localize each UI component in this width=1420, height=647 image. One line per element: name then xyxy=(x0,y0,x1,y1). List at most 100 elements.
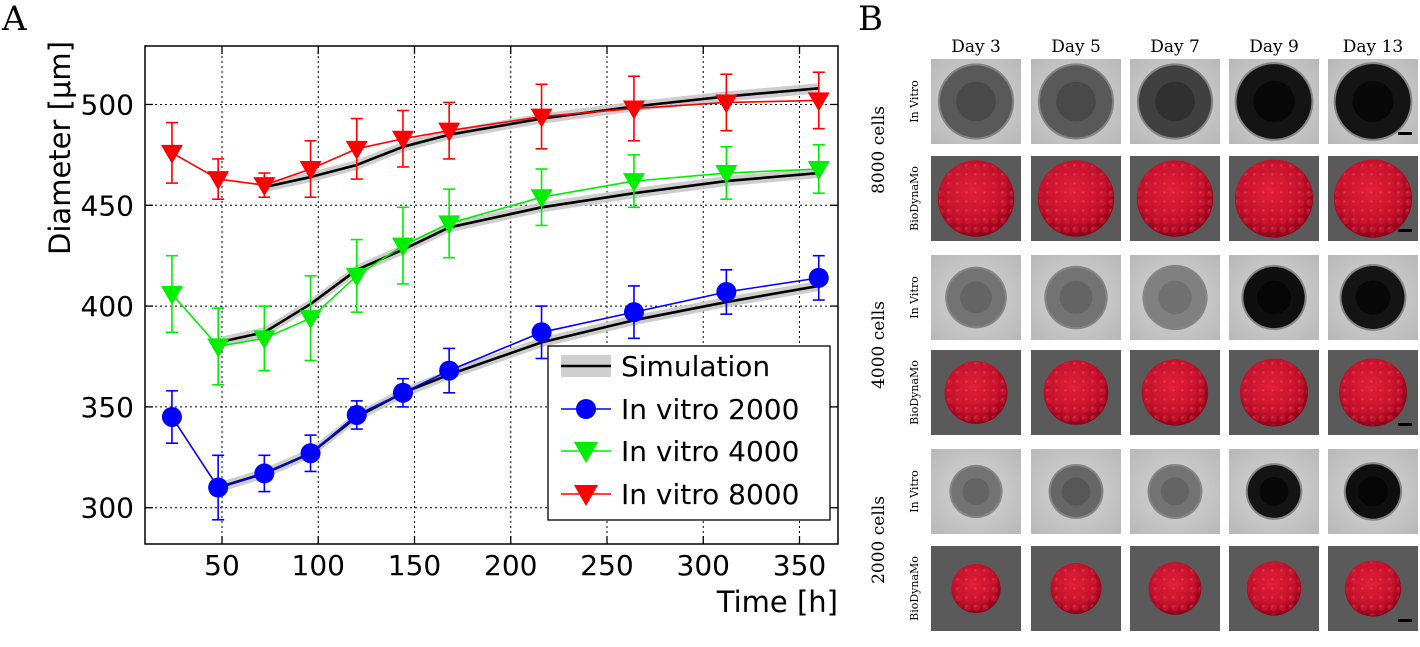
spheroid-core xyxy=(1358,476,1388,507)
data-point xyxy=(160,144,183,164)
cell-count-label: 8000 cells xyxy=(869,106,889,194)
legend: Simulation In vitro 2000 In vitro 4000 I… xyxy=(547,345,831,521)
simulation-image xyxy=(931,350,1021,435)
in-vitro-image xyxy=(931,449,1021,534)
data-point xyxy=(438,122,461,142)
panel-b-label: B xyxy=(858,0,883,39)
simulation-line xyxy=(217,171,819,344)
simulation-image xyxy=(1328,546,1418,631)
spheroid-core xyxy=(1352,80,1394,123)
data-point xyxy=(299,160,322,180)
in-vitro-image xyxy=(931,255,1021,340)
legend-8000-marker xyxy=(574,485,598,506)
y-axis-label: Diameter [μm] xyxy=(43,41,77,255)
in-vitro-image xyxy=(1229,59,1319,144)
spheroid-core xyxy=(1158,280,1192,315)
simulated-cells-texture xyxy=(1038,161,1114,236)
legend-label-4000: In vitro 4000 xyxy=(621,435,799,468)
spheroid-core xyxy=(956,81,996,122)
simulated-cells-texture xyxy=(1142,360,1208,425)
y-tick-label: 400 xyxy=(81,290,134,323)
data-point xyxy=(807,92,830,112)
simulated-cells-texture xyxy=(1044,361,1108,424)
data-point xyxy=(253,177,276,197)
legend-label-simulation: Simulation xyxy=(621,350,770,383)
in-vitro-image xyxy=(1031,255,1121,340)
data-point xyxy=(392,382,413,403)
x-tick-label: 100 xyxy=(292,549,345,582)
simulation-image xyxy=(931,156,1021,241)
spheroid-core xyxy=(1160,477,1190,506)
day-label: Day 7 xyxy=(1150,37,1200,57)
x-tick-label: 200 xyxy=(484,549,537,582)
in-vitro-image xyxy=(1229,255,1319,340)
simulation-band xyxy=(218,280,819,493)
day-label: Day 9 xyxy=(1249,37,1299,57)
data-point xyxy=(391,237,414,257)
in-vitro-image xyxy=(1328,59,1418,144)
day-label: Day 13 xyxy=(1343,37,1403,57)
simulated-cells-texture xyxy=(1247,562,1301,615)
measured-series xyxy=(160,71,830,521)
x-tick-label: 300 xyxy=(677,549,730,582)
simulation-image xyxy=(931,546,1021,631)
spheroid-core xyxy=(1259,477,1289,506)
spheroid-image-grid: Day 3 Day 5 Day 7 Day 9 Day 13 8000 cells In V… xyxy=(869,37,1418,631)
day-label: Day 5 xyxy=(1051,37,1101,57)
legend-2000-marker xyxy=(576,399,596,419)
data-point xyxy=(439,360,460,381)
cell-count-label: 2000 cells xyxy=(869,496,889,584)
spheroid-core xyxy=(1253,80,1295,123)
scale-bar xyxy=(1398,423,1412,426)
row-label: BioDynaMo xyxy=(908,360,921,425)
y-tick-label: 300 xyxy=(81,492,134,525)
data-point xyxy=(161,406,182,427)
scale-bar xyxy=(1398,132,1412,135)
legend-label-2000: In vitro 2000 xyxy=(621,393,799,426)
simulated-cells-texture xyxy=(952,564,1000,613)
legend-4000-marker xyxy=(574,442,598,463)
data-point xyxy=(623,302,644,323)
data-point xyxy=(716,281,737,302)
spheroid-core xyxy=(1061,477,1091,506)
in-vitro-image xyxy=(1130,59,1220,144)
legend-8000: In vitro 8000 xyxy=(561,478,799,511)
simulated-cells-texture xyxy=(1334,160,1412,237)
spheroid-core xyxy=(962,477,990,506)
series-in-vitro-2000 xyxy=(161,254,829,521)
data-point xyxy=(345,140,368,160)
x-tick-label: 150 xyxy=(388,549,441,582)
simulation-image xyxy=(1328,350,1418,435)
in-vitro-image xyxy=(1328,255,1418,340)
simulation-image xyxy=(1031,546,1121,631)
row-label: In Vitro xyxy=(908,80,921,123)
data-point xyxy=(254,463,275,484)
row-label: BioDynaMo xyxy=(908,556,921,621)
simulated-cells-texture xyxy=(1241,359,1307,426)
data-point xyxy=(530,189,553,209)
data-point xyxy=(346,404,367,425)
simulation-image xyxy=(1130,350,1220,435)
simulated-cells-texture xyxy=(1345,561,1401,616)
data-point xyxy=(807,160,830,180)
data-point xyxy=(715,94,738,114)
y-tick-label: 350 xyxy=(81,391,134,424)
simulated-cells-texture xyxy=(945,362,1007,423)
x-tick-label: 50 xyxy=(204,549,240,582)
data-point xyxy=(160,285,183,305)
simulation-image xyxy=(1031,156,1121,241)
simulation-image xyxy=(1130,546,1220,631)
data-point xyxy=(208,477,229,498)
data-point xyxy=(715,165,738,185)
simulated-cells-texture xyxy=(1235,160,1313,237)
series-in-vitro-8000 xyxy=(160,71,830,201)
scale-bar xyxy=(1398,619,1412,622)
data-point xyxy=(207,171,230,191)
simulation-image xyxy=(1130,156,1220,241)
data-point xyxy=(391,130,414,150)
simulation-image xyxy=(1031,350,1121,435)
series-in-vitro-4000 xyxy=(160,143,830,386)
simulated-cells-texture xyxy=(938,161,1014,236)
day-label: Day 3 xyxy=(951,37,1001,57)
